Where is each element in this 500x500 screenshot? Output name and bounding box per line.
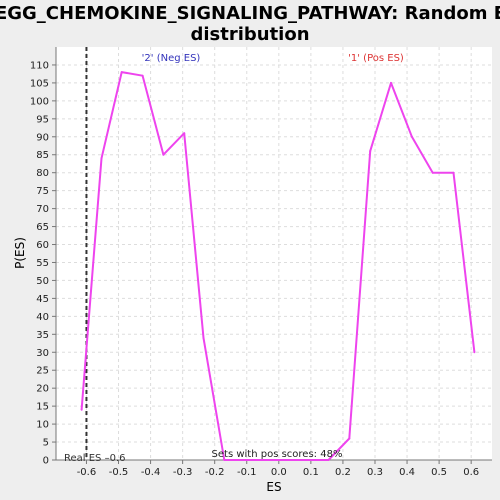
series-point	[223, 459, 226, 461]
es-distribution-series-line	[80, 71, 476, 461]
y-tick-label: 75	[36, 186, 49, 197]
series-point	[410, 135, 413, 138]
series-point	[162, 153, 165, 156]
y-tick-label: 95	[36, 114, 49, 125]
x-axis-ticks: -0.6 -0.5 -0.4 -0.3 -0.2 -0.1 0.0 0.1 0.2 0.3 0.4 0…	[77, 460, 479, 478]
x-tick-label: 0.5	[431, 467, 447, 478]
y-tick-label: 65	[36, 222, 49, 233]
pos-es-label: '1' (Pos ES)	[348, 53, 404, 64]
series-point	[348, 437, 351, 440]
series-point	[141, 74, 144, 77]
series-point	[100, 157, 103, 160]
x-tick-label: -0.5	[109, 467, 129, 478]
series-point	[202, 336, 205, 339]
x-tick-label: 0.4	[399, 467, 415, 478]
y-tick-label: 30	[36, 348, 49, 359]
chart-title-line1: KEGG_CHEMOKINE_SIGNALING_PATHWAY: Random…	[0, 3, 500, 24]
y-axis-ticks: 0 5 10 15 20 25 30 35 40 45 50 55 60 65 70 75 80 85 90 95 10…	[30, 60, 56, 467]
series-point	[431, 171, 434, 174]
y-tick-label: 50	[36, 276, 49, 287]
x-tick-label: -0.4	[141, 467, 161, 478]
pos-scores-annotation: Sets with pos scores: 48%	[212, 449, 343, 460]
series-point	[369, 150, 372, 153]
y-tick-label: 10	[36, 420, 49, 431]
series-point	[120, 71, 123, 74]
y-tick-label: 45	[36, 294, 49, 305]
y-tick-label: 35	[36, 330, 49, 341]
series-points	[80, 71, 476, 461]
x-tick-label: 0.2	[335, 467, 351, 478]
x-tick-label: 0.6	[463, 467, 479, 478]
y-tick-label: 60	[36, 240, 49, 251]
neg-es-label: '2' (Neg ES)	[142, 53, 201, 64]
x-tick-label: 0.3	[367, 467, 383, 478]
series-point	[452, 171, 455, 174]
y-tick-label: 5	[43, 438, 49, 449]
series-point	[327, 459, 330, 461]
x-tick-label: -0.2	[205, 467, 225, 478]
y-tick-label: 110	[30, 60, 49, 71]
y-tick-label: 70	[36, 204, 49, 215]
y-tick-label: 90	[36, 132, 49, 143]
x-tick-label: -0.1	[237, 467, 257, 478]
x-tick-label: -0.3	[173, 467, 193, 478]
y-tick-label: 20	[36, 384, 49, 395]
y-tick-label: 105	[30, 78, 49, 89]
series-point	[473, 351, 476, 354]
series-point	[183, 132, 186, 135]
y-tick-label: 55	[36, 258, 49, 269]
y-tick-label: 25	[36, 366, 49, 377]
chart-title-line2: distribution	[190, 24, 309, 45]
y-tick-label: 85	[36, 150, 49, 161]
real-es-label: Real ES –0.6	[64, 453, 125, 464]
y-tick-label: 15	[36, 402, 49, 413]
grid-lines	[56, 47, 492, 461]
y-tick-label: 100	[30, 96, 49, 107]
y-axis-label: P(ES)	[13, 237, 27, 269]
y-tick-label: 80	[36, 168, 49, 179]
x-tick-label: 0.0	[271, 467, 287, 478]
series-point	[80, 408, 83, 411]
x-tick-label: 0.1	[303, 467, 319, 478]
y-tick-label: 0	[43, 456, 49, 467]
series-point	[390, 81, 393, 84]
x-axis-label: ES	[266, 480, 281, 494]
x-tick-label: -0.6	[77, 467, 97, 478]
plot-area	[56, 47, 492, 460]
y-tick-label: 40	[36, 312, 49, 323]
